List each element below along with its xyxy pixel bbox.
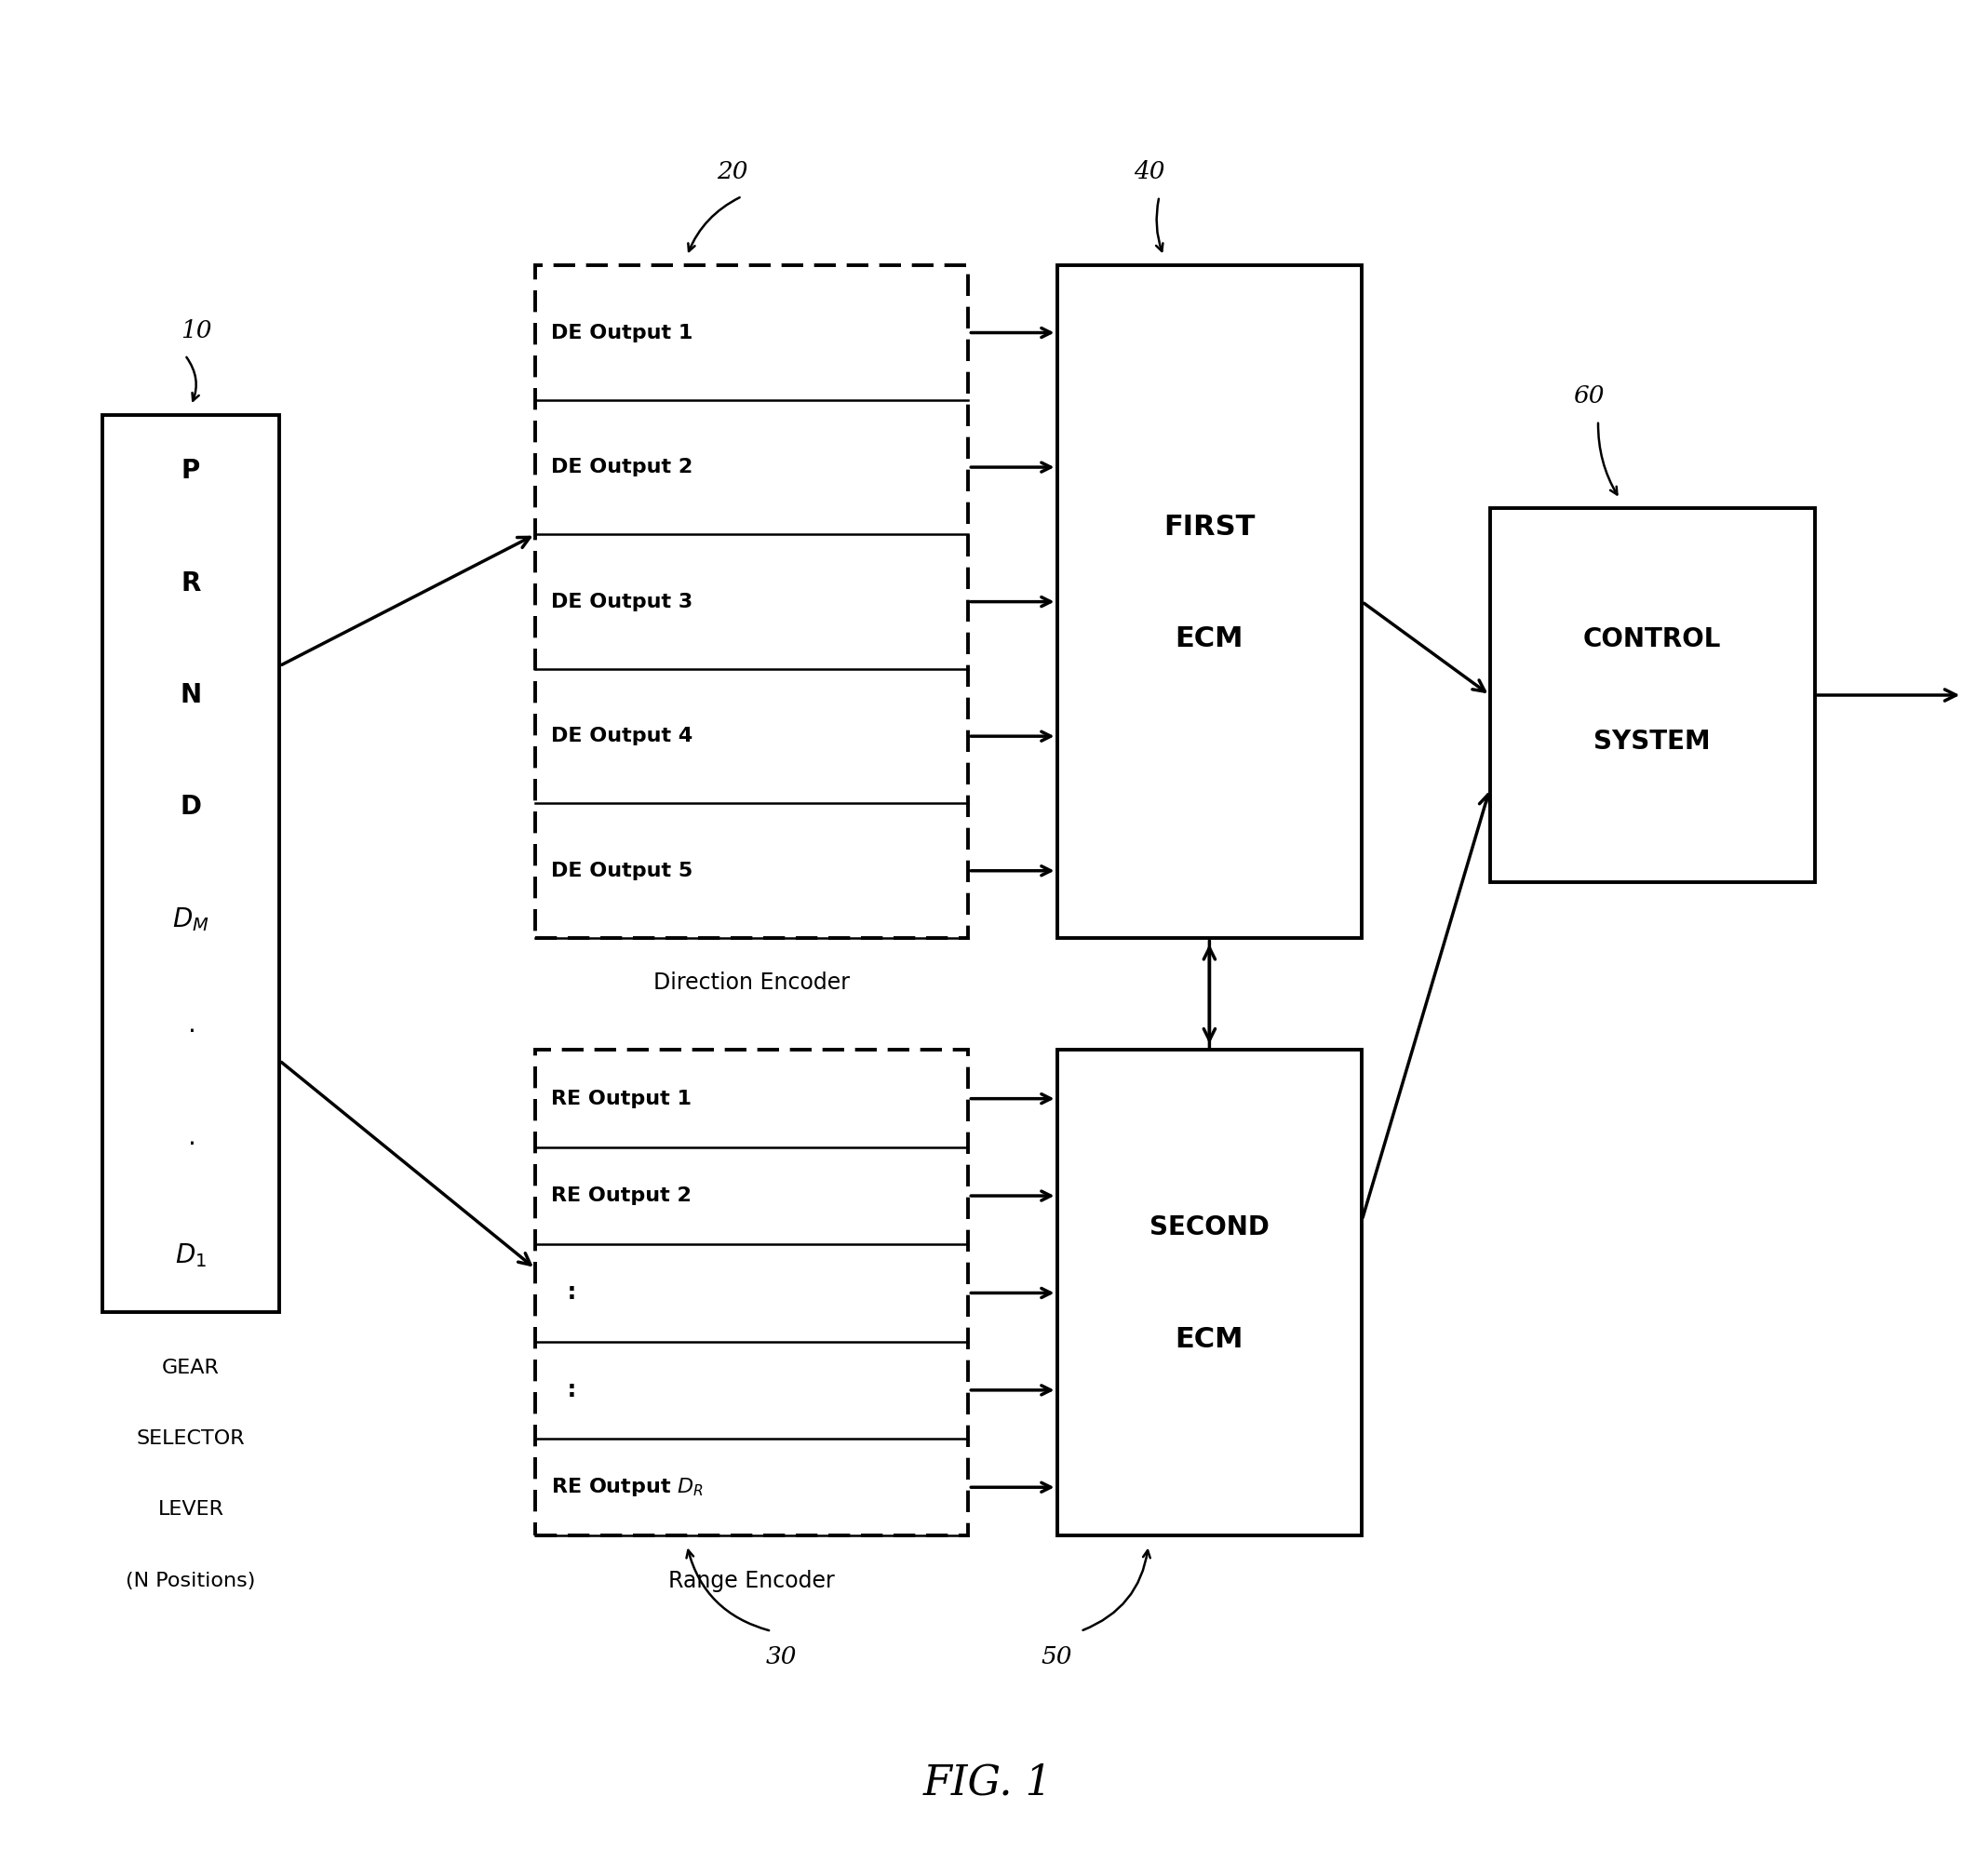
Text: ECM: ECM [1176,1326,1243,1353]
Text: Range Encoder: Range Encoder [668,1570,836,1593]
Text: $\cdot$: $\cdot$ [188,1131,194,1156]
Text: 50: 50 [1041,1645,1073,1670]
Text: SELECTOR: SELECTOR [136,1430,245,1448]
Text: $D_1$: $D_1$ [176,1242,207,1270]
Text: DE Output 5: DE Output 5 [551,861,694,880]
Text: 60: 60 [1573,385,1605,407]
Text: R: R [182,570,202,597]
Text: FIRST: FIRST [1164,514,1255,540]
Text: RE Output 1: RE Output 1 [551,1090,692,1109]
Text: P: P [182,458,200,484]
Text: DE Output 1: DE Output 1 [551,323,694,341]
Bar [103,415,279,1311]
Text: ECM: ECM [1176,625,1243,653]
Text: SYSTEM: SYSTEM [1595,728,1711,754]
Text: Direction Encoder: Direction Encoder [654,972,850,994]
Bar [535,265,968,938]
Text: DE Output 2: DE Output 2 [551,458,694,477]
Text: N: N [180,683,202,707]
Text: DE Output 4: DE Output 4 [551,726,694,745]
Text: 30: 30 [767,1645,796,1670]
Bar [1057,265,1361,938]
Text: D: D [180,794,202,820]
Text: DE Output 3: DE Output 3 [551,593,694,612]
Text: SECOND: SECOND [1150,1214,1269,1240]
Text: :: : [551,1379,577,1401]
Bar [1057,1051,1361,1536]
Text: FIG. 1: FIG. 1 [923,1762,1053,1803]
Text: RE Output 2: RE Output 2 [551,1186,692,1204]
Text: $D_M$: $D_M$ [172,906,209,932]
Text: :: : [551,1281,577,1304]
Text: CONTROL: CONTROL [1583,627,1721,653]
Text: 20: 20 [717,159,747,184]
Text: RE Output $D_R$: RE Output $D_R$ [551,1476,703,1499]
Text: 10: 10 [182,319,211,343]
Text: LEVER: LEVER [158,1501,223,1520]
Text: $\cdot$: $\cdot$ [188,1019,194,1045]
Bar [1490,508,1814,882]
Text: 40: 40 [1134,159,1166,184]
Bar [535,1051,968,1536]
Text: GEAR: GEAR [162,1358,219,1377]
Text: (N Positions): (N Positions) [126,1572,255,1591]
